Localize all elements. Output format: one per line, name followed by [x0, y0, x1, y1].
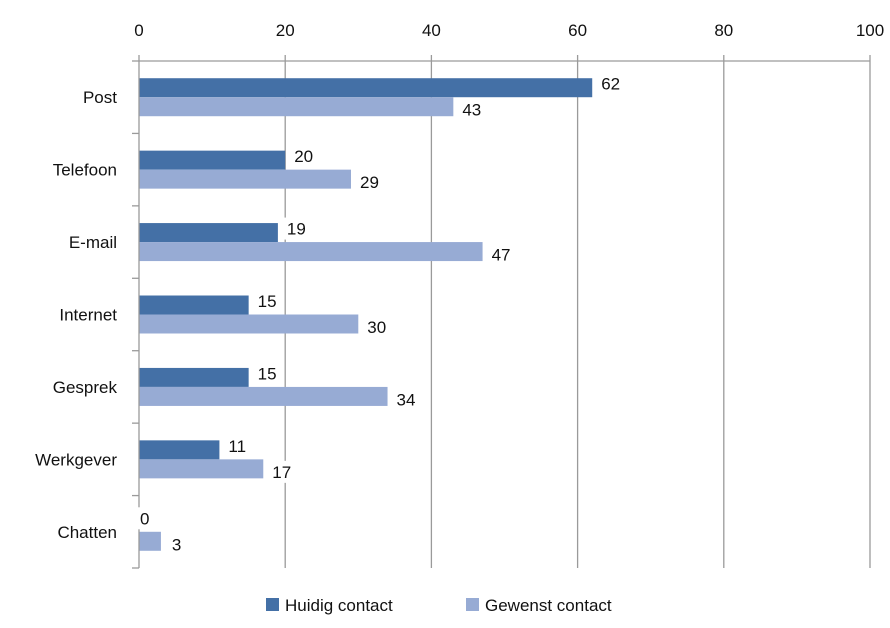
data-label-huidig-4: 15 — [258, 364, 277, 383]
gridlines — [284, 61, 871, 568]
data-label-huidig-5-bg — [225, 434, 251, 457]
bar-gewenst-0 — [139, 97, 454, 117]
data-label-huidig-1: 20 — [294, 147, 313, 166]
bars — [139, 78, 593, 551]
data-label-gewenst-5-bg — [269, 460, 295, 483]
x-tick-label: 40 — [422, 21, 441, 40]
category-label: Post — [83, 88, 117, 107]
x-tick-label: 20 — [276, 21, 295, 40]
bar-gewenst-3 — [139, 314, 359, 334]
data-label-huidig-4-bg — [254, 362, 280, 385]
category-label: E-mail — [69, 233, 117, 252]
legend-label-1: Gewenst contact — [485, 596, 612, 615]
data-label-gewenst-4: 34 — [397, 390, 416, 409]
data-label-huidig-0: 62 — [601, 75, 620, 94]
legend: Huidig contact Gewenst contact — [266, 596, 612, 615]
x-tick-label: 100 — [856, 21, 884, 40]
x-tick-label: 0 — [134, 21, 143, 40]
data-label-gewenst-1-bg — [356, 171, 382, 194]
data-label-gewenst-5: 17 — [272, 463, 291, 482]
x-tick-label: 60 — [568, 21, 587, 40]
data-label-huidig-2: 19 — [287, 220, 306, 239]
data-label-huidig-5: 11 — [228, 437, 246, 456]
data-label-gewenst-3-bg — [364, 316, 390, 338]
data-label-huidig-6: 0 — [140, 509, 149, 528]
legend-label-0: Huidig contact — [285, 596, 393, 615]
bar-huidig-3 — [139, 295, 249, 315]
category-label: Internet — [59, 306, 117, 325]
labels: 62 43 20 29 19 47 15 30 15 34 11 17 0 3 — [137, 72, 624, 556]
data-label-huidig-3-bg — [254, 290, 280, 312]
bar-huidig-0 — [139, 78, 593, 98]
data-label-gewenst-2: 47 — [492, 246, 511, 265]
legend-swatch-1 — [466, 598, 479, 611]
data-label-gewenst-0: 43 — [462, 101, 481, 120]
category-label: Gesprek — [53, 378, 118, 397]
bar-gewenst-5 — [139, 459, 264, 479]
data-label-huidig-2-bg — [283, 217, 309, 240]
data-label-gewenst-6-bg — [168, 533, 185, 556]
bar-gewenst-4 — [139, 386, 388, 406]
data-label-gewenst-1: 29 — [360, 173, 379, 192]
category-label: Telefoon — [53, 161, 117, 180]
legend-swatch-0 — [266, 598, 279, 611]
data-label-gewenst-2-bg — [488, 243, 514, 266]
data-label-huidig-3: 15 — [258, 292, 277, 311]
category-label: Chatten — [57, 523, 117, 542]
data-label-gewenst-0-bg — [459, 98, 485, 121]
bar-huidig-4 — [139, 367, 249, 387]
category-label: Werkgever — [35, 450, 117, 469]
axes: 0 20 40 60 80 100 Post Telefoon E-mail Internet Ge… — [35, 21, 884, 569]
bar-gewenst-2 — [139, 242, 483, 262]
data-label-gewenst-4-bg — [393, 388, 419, 411]
bar-huidig-1 — [139, 150, 286, 170]
data-label-huidig-6-bg — [137, 507, 153, 530]
data-label-huidig-0-bg — [598, 72, 624, 95]
bar-huidig-5 — [139, 440, 220, 460]
bar-huidig-2 — [139, 223, 278, 243]
data-label-huidig-1-bg — [291, 145, 317, 168]
data-label-gewenst-6: 3 — [172, 535, 181, 554]
bar-gewenst-1 — [139, 169, 351, 189]
data-label-gewenst-3: 30 — [367, 318, 386, 337]
x-tick-label: 80 — [714, 21, 733, 40]
bar-gewenst-6 — [139, 531, 161, 551]
